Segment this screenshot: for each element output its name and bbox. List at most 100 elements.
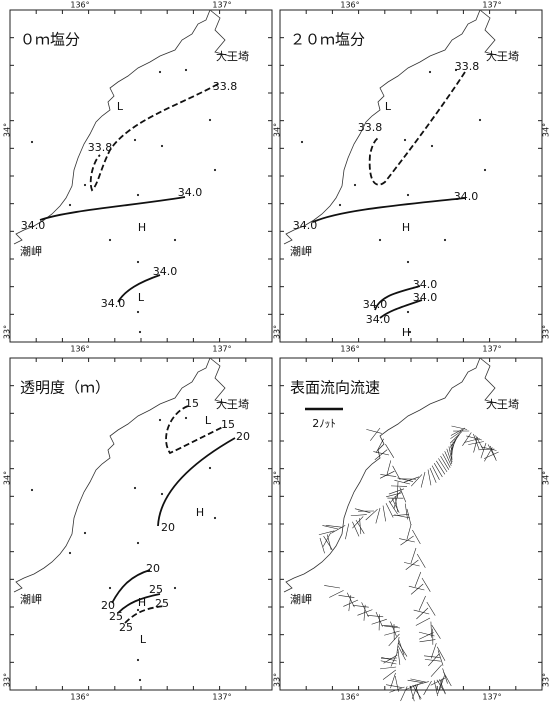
current-vector [327, 534, 331, 549]
lat-label: 33° [273, 325, 282, 339]
current-vector [353, 605, 369, 607]
current-vector [414, 610, 430, 614]
lon-label: 136° [70, 345, 89, 354]
current-vector [481, 443, 486, 458]
station [174, 239, 176, 241]
lon-label: 137° [212, 345, 231, 354]
current-vector [339, 595, 355, 597]
current-vector [436, 461, 445, 475]
station [84, 184, 86, 186]
station [407, 261, 409, 263]
place-label: 潮岬 [290, 244, 312, 258]
contour-label: 20 [161, 521, 175, 534]
contour-label: 20 [236, 430, 250, 443]
station [137, 194, 139, 196]
station [109, 587, 111, 589]
contour-label: 34.0 [21, 219, 46, 232]
lat-label: 33° [3, 673, 12, 687]
lat-label: 34° [3, 471, 12, 485]
contour-label: H [196, 506, 204, 519]
current-vector [430, 468, 436, 483]
station [69, 204, 71, 206]
lon-label: 136° [340, 345, 359, 354]
station [159, 419, 161, 421]
station [379, 239, 381, 241]
current-vector [393, 466, 401, 480]
station [301, 141, 303, 143]
current-vector [424, 681, 432, 695]
contour-label: H [138, 596, 146, 609]
current-vector [462, 433, 471, 446]
station [429, 71, 431, 73]
current-vector [329, 590, 343, 597]
station [84, 532, 86, 534]
current-vector [450, 434, 459, 447]
map-panel: ２０ｍ塩分大王埼潮岬33.833.834.034.034.034.034.034… [273, 1, 550, 354]
lon-label: 137° [212, 1, 231, 10]
map-panel: 透明度（ｍ）大王埼潮岬15152020202525202525LHHL136°1… [3, 358, 273, 702]
station [161, 493, 163, 495]
contour-label: 33.8 [213, 80, 238, 93]
station [137, 261, 139, 263]
contour-label: 20 [146, 562, 160, 575]
current-vector [415, 685, 420, 700]
current-vector [351, 515, 367, 516]
station [109, 239, 111, 241]
current-vector [451, 428, 465, 436]
current-vector [428, 470, 431, 486]
place-label: 大王埼 [486, 397, 519, 411]
current-vector [385, 444, 393, 458]
station [137, 542, 139, 544]
place-label: 潮岬 [20, 592, 42, 606]
current-vector [410, 686, 414, 701]
contour-label: L [140, 633, 147, 646]
current-vector [401, 686, 408, 701]
station [214, 169, 216, 171]
scale-label: 2ﾉｯﾄ [312, 417, 336, 430]
station [209, 119, 211, 121]
contour-label: 34.0 [454, 190, 479, 203]
current-vector [391, 652, 398, 667]
current-vector [345, 524, 348, 540]
current-vector [415, 572, 421, 587]
current-vector [432, 625, 441, 638]
panel-title: 表面流向流速 [290, 379, 380, 397]
panel-title: ０ｍ塩分 [20, 31, 80, 49]
current-vector [398, 649, 400, 665]
panel-title: 透明度（ｍ） [20, 379, 110, 397]
station [444, 239, 446, 241]
station [479, 119, 481, 121]
contour-label: 34.0 [413, 278, 438, 291]
current-vector [431, 643, 436, 658]
contour-label: L [385, 100, 392, 113]
station [431, 145, 433, 147]
lon-label: 136° [70, 1, 89, 10]
current-vector [390, 622, 396, 637]
station [407, 194, 409, 196]
contour-label: 34.0 [101, 297, 126, 310]
current-vector [347, 593, 354, 607]
contour-label: 34.0 [293, 219, 318, 232]
station [214, 517, 216, 519]
current-vector [352, 522, 359, 537]
contour-label: 25 [155, 597, 169, 610]
current-vector [443, 668, 448, 683]
station [137, 311, 139, 313]
contour-label: H [402, 221, 410, 234]
lat-label: 34° [3, 123, 12, 137]
current-vector [439, 676, 444, 691]
contour-label: 34.0 [366, 313, 391, 326]
lat-label: 33° [542, 673, 550, 687]
lon-label: 136° [70, 693, 89, 702]
contour-label: 34.0 [153, 265, 178, 278]
current-vector [366, 429, 381, 433]
contour-label: 25 [119, 621, 133, 634]
current-vector [370, 428, 380, 441]
place-label: 潮岬 [290, 592, 312, 606]
current-vector [391, 486, 407, 487]
lat-label: 34° [273, 471, 282, 485]
station [407, 311, 409, 313]
current-vector [386, 685, 402, 688]
current-vector [419, 596, 426, 611]
